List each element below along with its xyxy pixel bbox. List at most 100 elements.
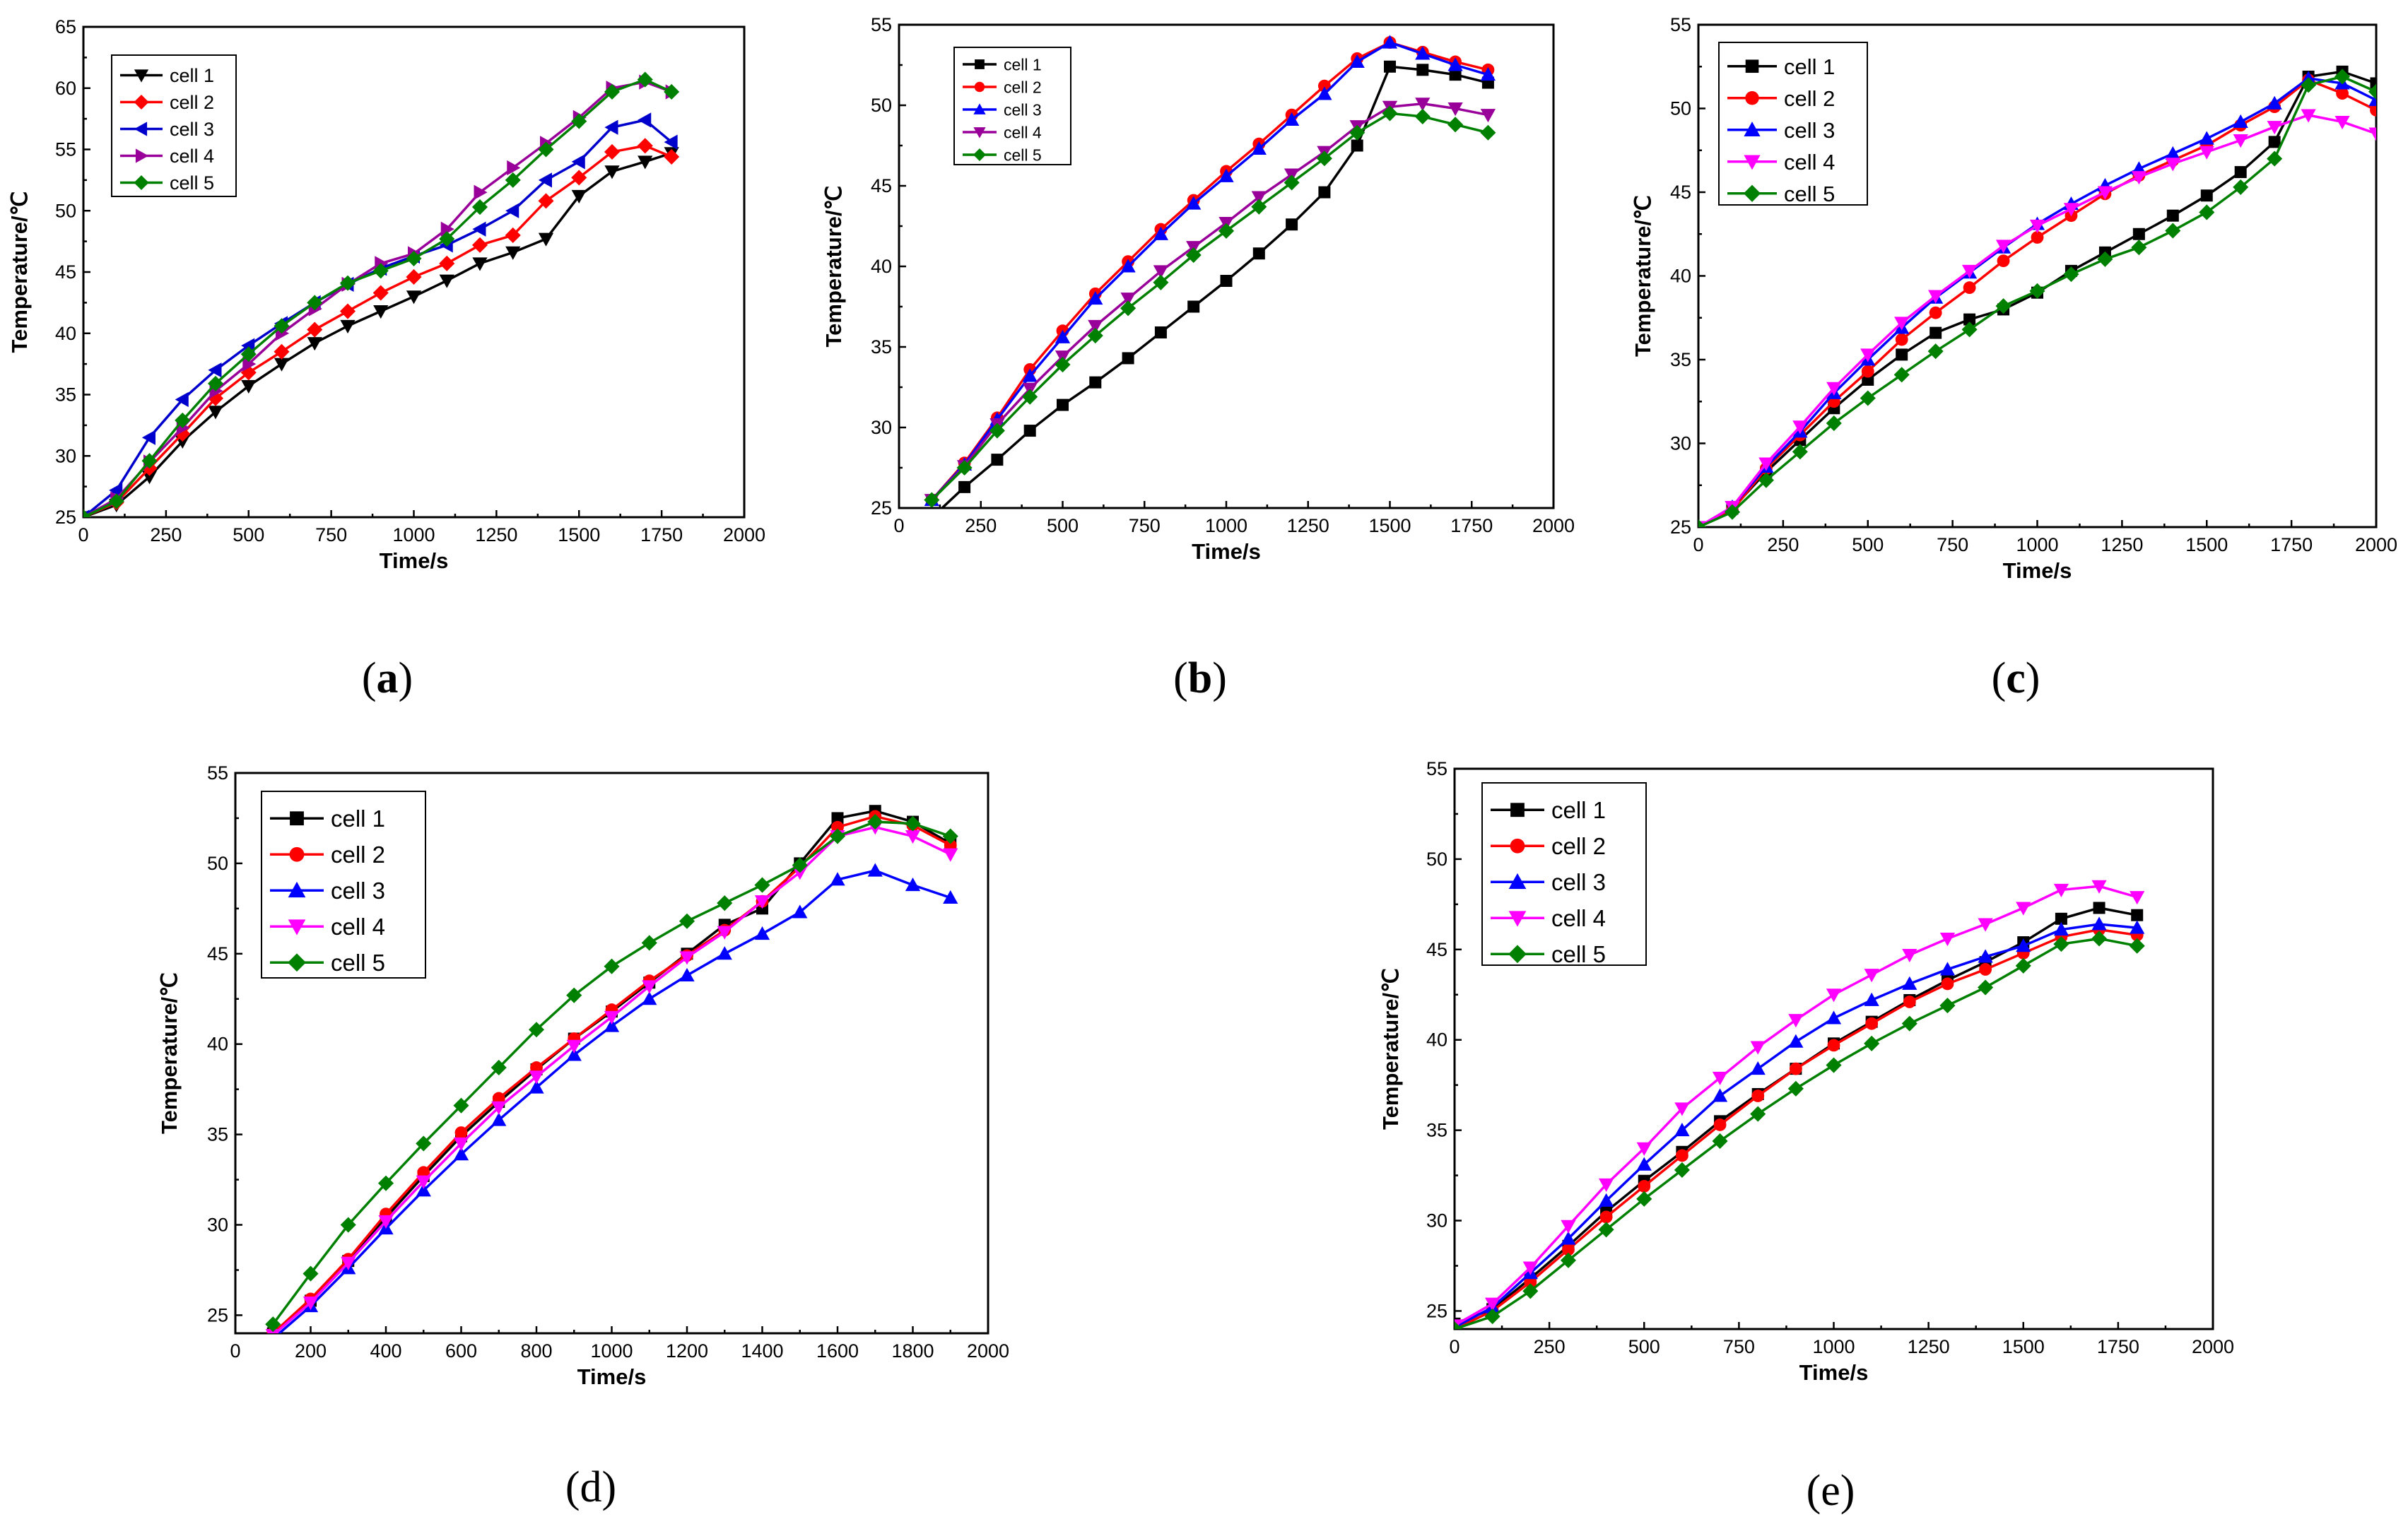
x-tick-label: 2000 [967,1340,1009,1362]
series-group [1698,65,2376,527]
legend-marker [973,127,986,138]
y-tick-label: 35 [55,384,76,406]
data-point [2267,150,2283,167]
data-point [1860,390,1876,406]
data-point [1560,1252,1576,1268]
data-point [1901,1015,1917,1032]
data-point [1826,1010,1842,1025]
data-point [2093,902,2105,914]
data-point [604,1018,620,1032]
data-point [529,1080,544,1094]
data-point [1484,1309,1500,1325]
panel-caption: (c) [1992,654,2040,702]
data-point [471,237,488,253]
data-point [1455,1321,1463,1329]
legend-entry: cell 5 [170,172,214,194]
legend-box [261,791,426,979]
data-point [303,1297,319,1311]
data-point [472,257,488,271]
data-point [1788,1014,1804,1028]
data-point [454,1126,468,1139]
y-tick-label: 30 [871,417,892,438]
panel-caption-letter: e [1821,1467,1840,1515]
data-point [1598,1193,1614,1207]
data-point [416,1135,432,1152]
chart-panel-d: 0 200 400 600 800 1000 1200 1400 1600 1800 2000 25 3… [157,762,1009,1511]
legend-marker [288,881,306,898]
y-tick-label: 25 [1426,1300,1447,1321]
data-point [1930,326,1942,339]
legend-marker [1508,873,1527,890]
legend-marker [1508,911,1527,927]
x-tick-label: 1750 [2270,534,2313,555]
legend-entry: cell 2 [1784,86,1835,111]
panel-caption: (e) [1807,1467,1855,1515]
y-tick-label: 35 [871,336,892,358]
data-point [664,134,678,150]
data-point [867,814,883,830]
data-point [406,250,422,266]
legend-box [953,47,1071,165]
y-tick-label: 50 [1426,849,1447,870]
data-point [2053,883,2069,898]
y-axis-label: Temperature/℃ [1378,968,1403,1130]
legend-marker [1743,184,1761,202]
x-tick-label: 1000 [392,524,435,545]
data-point [637,138,653,154]
data-point [1414,108,1431,125]
legend-entry: cell 2 [1551,833,1606,859]
data-point [679,951,695,965]
data-point [377,1175,394,1191]
data-point [1893,367,1910,383]
data-point [1675,1149,1688,1162]
data-point [1751,1090,1765,1102]
data-point [2370,77,2376,90]
x-tick-label: 2000 [2355,534,2397,555]
legend-entry: cell 3 [331,878,385,904]
legend-marker [1745,59,1759,73]
data-point [1284,112,1300,126]
data-point [1894,317,1910,331]
data-point [491,1112,507,1126]
data-point [1153,274,1169,290]
data-point [1120,259,1136,273]
data-point [717,895,733,911]
data-point [1636,1157,1652,1171]
x-tick-label: 1750 [640,524,683,545]
x-tick-label: 1800 [891,1340,934,1362]
legend-marker [290,811,304,826]
x-tick-label: 1750 [1450,515,1493,536]
y-tick-label: 45 [1670,182,1691,203]
legend-marker [134,69,149,83]
x-tick-label: 800 [520,1340,552,1362]
data-point [1902,948,1917,963]
data-point [2131,171,2146,185]
data-point [1317,79,1331,93]
legend-entry: cell 1 [1784,54,1835,79]
data-point [2016,938,2031,952]
data-point [538,141,554,158]
x-tick-label: 0 [78,524,88,545]
legend-marker [1510,838,1525,854]
x-tick-label: 500 [1852,534,1884,555]
y-tick-label: 35 [207,1124,228,1145]
y-axis-label: Temperature/℃ [157,972,182,1134]
data-point [1939,962,1956,976]
data-point [175,412,191,428]
data-point [2063,266,2079,283]
data-point [2368,127,2376,141]
x-tick-label: 500 [1628,1336,1660,1357]
data-point [2165,146,2180,160]
data-point [1928,290,1944,304]
legend: cell 1 cell 2 cell 3 cell 4 cell 5 [1718,42,1868,206]
data-point [373,305,389,319]
data-point [905,815,921,832]
legend-marker [1508,945,1527,964]
data-point [989,423,1005,439]
data-point [1251,199,1267,215]
data-point [1903,996,1916,1008]
data-point [491,1059,507,1076]
panel-caption-letter: d [580,1463,602,1511]
data-point [1089,376,1102,389]
data-point [571,154,585,170]
